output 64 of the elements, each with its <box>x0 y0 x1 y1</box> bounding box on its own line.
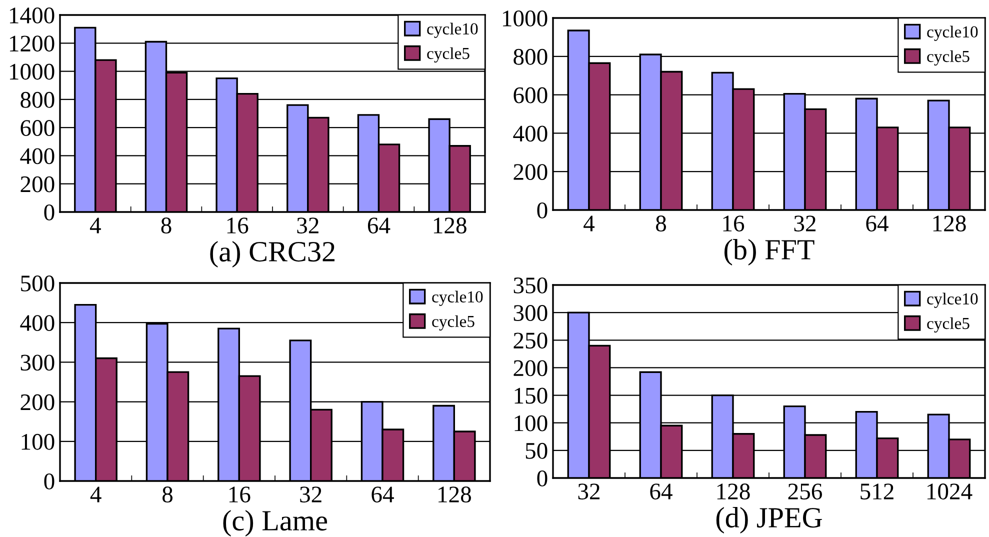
y-tick-label: 1200 <box>10 36 54 52</box>
x-tick-label: 512 <box>860 484 894 500</box>
x-tick-label: 4 <box>584 216 595 232</box>
y-tick-label: 200 <box>514 360 548 376</box>
x-tick-label: 4 <box>90 486 102 502</box>
x-tick-label: 1024 <box>927 484 972 500</box>
y-tick-label: 0 <box>537 202 548 218</box>
x-tick-label: 32 <box>297 218 318 234</box>
y-tick-label: 200 <box>20 176 54 192</box>
legend-label: cylce10 <box>927 292 978 308</box>
x-tick-label: 32 <box>578 484 600 500</box>
x-tick-label: 128 <box>438 486 471 502</box>
y-tick-label: 400 <box>20 148 54 164</box>
y-tick-label: 1000 <box>10 64 54 80</box>
y-tick-label: 100 <box>514 415 548 432</box>
x-tick-label: 16 <box>229 486 250 502</box>
x-tick-label: 16 <box>723 216 744 232</box>
x-tick-label: 128 <box>933 216 966 232</box>
y-tick-label: 400 <box>513 126 548 142</box>
y-tick-label: 500 <box>21 275 54 292</box>
y-tick-label: 400 <box>20 315 54 332</box>
y-tick-label: 0 <box>537 470 548 486</box>
legend-label: cycle5 <box>927 317 970 333</box>
legend-label: cycle5 <box>427 47 470 63</box>
x-tick-label: 4 <box>90 218 101 234</box>
y-tick-label: 200 <box>20 394 54 410</box>
y-tick-label: 600 <box>20 120 54 136</box>
y-tick-label: 300 <box>20 354 54 371</box>
y-tick-label: 50 <box>526 442 548 459</box>
x-tick-label: 64 <box>650 484 672 500</box>
x-tick-label: 8 <box>161 218 172 234</box>
legend-label: cycle10 <box>432 290 483 306</box>
y-tick-label: 600 <box>514 87 548 104</box>
y-tick-label: 100 <box>22 434 54 450</box>
x-tick-label: 256 <box>788 484 822 500</box>
y-tick-label: 1400 <box>10 7 54 24</box>
x-tick-label: 16 <box>227 218 248 234</box>
y-tick-label: 200 <box>514 164 548 180</box>
x-tick-label: 64 <box>368 218 390 234</box>
legend-label: cycle10 <box>927 26 978 41</box>
x-tick-label: 32 <box>794 216 816 232</box>
y-tick-label: 1000 <box>502 10 548 26</box>
x-axis-title: (d) JPEG <box>716 507 822 534</box>
y-tick-label: 300 <box>514 305 548 321</box>
x-axis-title: (b) FFT <box>724 239 814 266</box>
y-tick-label: 0 <box>44 473 54 490</box>
y-tick-label: 0 <box>44 204 54 220</box>
y-tick-label: 800 <box>20 92 54 108</box>
y-tick-label: 350 <box>514 277 548 294</box>
x-tick-label: 8 <box>656 216 666 232</box>
x-tick-label: 128 <box>434 218 466 234</box>
y-tick-label: 150 <box>514 388 548 404</box>
legend-label: cycle10 <box>427 22 478 38</box>
x-tick-label: 8 <box>162 486 173 502</box>
x-tick-label: 32 <box>300 486 322 502</box>
x-tick-label: 128 <box>717 484 750 500</box>
legend-label: cycle5 <box>927 50 970 66</box>
y-tick-label: 250 <box>514 332 548 349</box>
y-tick-label: 800 <box>514 48 548 65</box>
x-axis-title: (a) CRC32 <box>210 241 334 268</box>
legend-label: cycle5 <box>432 315 474 331</box>
x-tick-label: 64 <box>866 216 888 232</box>
x-axis-title: (c) Lame <box>223 510 328 536</box>
x-tick-label: 64 <box>372 486 394 502</box>
